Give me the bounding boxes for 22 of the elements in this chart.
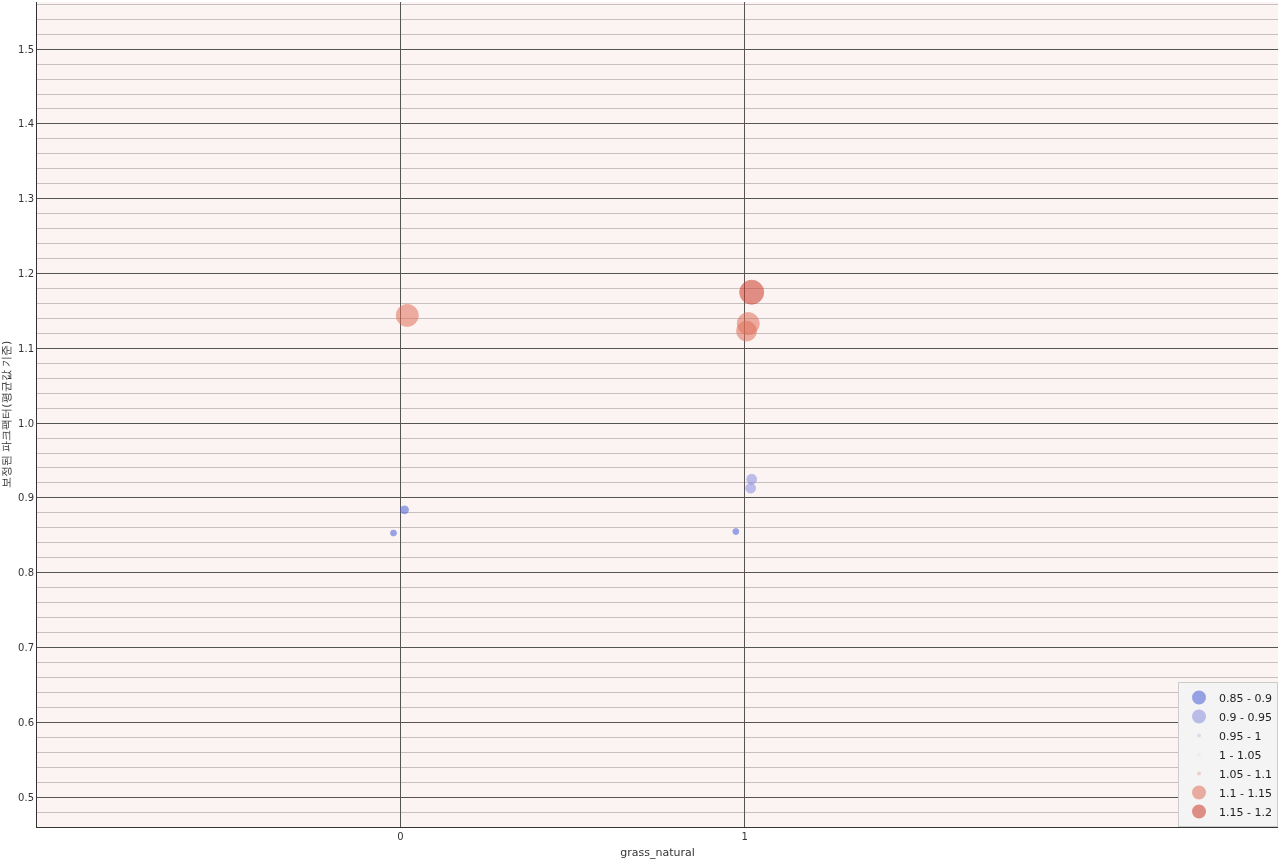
y-tick-label: 0.5 (18, 791, 34, 803)
y-tick-label: 0.7 (18, 641, 34, 653)
legend-label: 1 - 1.05 (1219, 748, 1262, 762)
y-tick-label: 1.2 (18, 268, 34, 280)
legend-label: 0.85 - 0.9 (1219, 691, 1272, 705)
y-tick-label: 1.3 (18, 193, 34, 205)
x-tick-label: 0 (397, 831, 404, 842)
y-tick-label: 1.0 (18, 417, 34, 429)
y-tick-label: 0.6 (18, 716, 34, 728)
legend-label: 1.15 - 1.2 (1219, 805, 1272, 819)
y-axis-title: 보정된 파크팩터(평균값 기준) (0, 340, 13, 489)
legend-label: 0.95 - 1 (1219, 729, 1262, 743)
legend-label: 1.05 - 1.1 (1219, 767, 1272, 781)
y-tick-label: 1.1 (18, 342, 34, 354)
y-tick-label: 1.4 (18, 118, 34, 130)
x-tick-label: 1 (741, 831, 748, 842)
y-tick-label: 1.5 (18, 43, 34, 55)
legend-label: 1.1 - 1.15 (1219, 786, 1272, 800)
y-tick-label: 0.8 (18, 567, 34, 579)
y-tick-label: 0.9 (18, 492, 34, 504)
legend-label: 0.9 - 0.95 (1219, 710, 1272, 724)
x-axis-title: grass_natural (620, 846, 695, 859)
